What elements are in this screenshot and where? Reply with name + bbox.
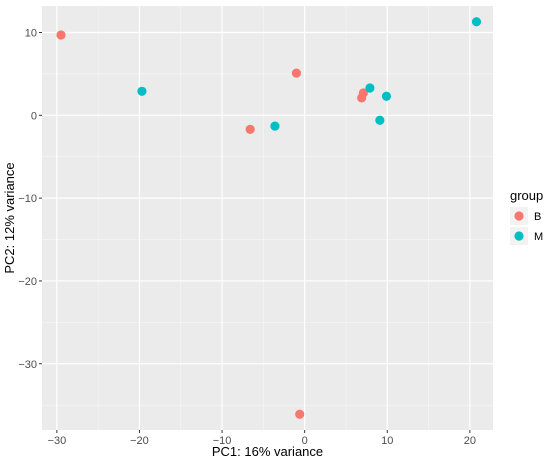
data-point-m bbox=[381, 91, 392, 101]
data-point-b bbox=[56, 30, 66, 40]
y-tick-label: −10 bbox=[18, 193, 37, 205]
data-points bbox=[56, 17, 482, 419]
data-point-b bbox=[245, 124, 255, 134]
data-point-b bbox=[295, 409, 305, 419]
legend-title: group bbox=[510, 188, 543, 203]
legend: group BM bbox=[510, 188, 543, 245]
legend-key-b bbox=[514, 211, 524, 221]
x-tick-label: 20 bbox=[464, 435, 476, 447]
data-point-m bbox=[365, 83, 375, 93]
minor-grid bbox=[42, 6, 493, 430]
x-tick-label: −10 bbox=[213, 435, 232, 447]
y-tick-label: −20 bbox=[18, 276, 37, 288]
legend-label-b: B bbox=[534, 211, 541, 223]
y-tick-label: 0 bbox=[31, 110, 37, 122]
major-grid bbox=[42, 6, 493, 430]
data-point-m bbox=[375, 115, 385, 125]
data-point-m bbox=[137, 86, 147, 96]
x-tick-label: 10 bbox=[381, 435, 393, 447]
x-tick-label: −20 bbox=[130, 435, 149, 447]
y-tick-label: −30 bbox=[18, 359, 37, 371]
x-axis-title: PC1: 16% variance bbox=[212, 444, 323, 459]
legend-label-m: M bbox=[534, 231, 543, 243]
data-point-b bbox=[357, 93, 367, 103]
legend-key-m bbox=[514, 231, 524, 241]
y-axis-title: PC2: 12% variance bbox=[2, 162, 17, 273]
data-point-m bbox=[270, 121, 280, 131]
x-tick-label: 0 bbox=[302, 435, 308, 447]
data-point-m bbox=[471, 17, 482, 27]
y-tick-label: 10 bbox=[25, 28, 37, 40]
data-point-b bbox=[291, 68, 302, 78]
y-axis-ticks: −30 −20 −10 0 10 bbox=[18, 28, 42, 371]
x-axis-ticks: −30 −20 −10 0 10 20 bbox=[48, 430, 476, 447]
plot-panel bbox=[42, 6, 493, 430]
x-tick-label: −30 bbox=[48, 435, 67, 447]
legend-entries: BM bbox=[510, 207, 543, 245]
